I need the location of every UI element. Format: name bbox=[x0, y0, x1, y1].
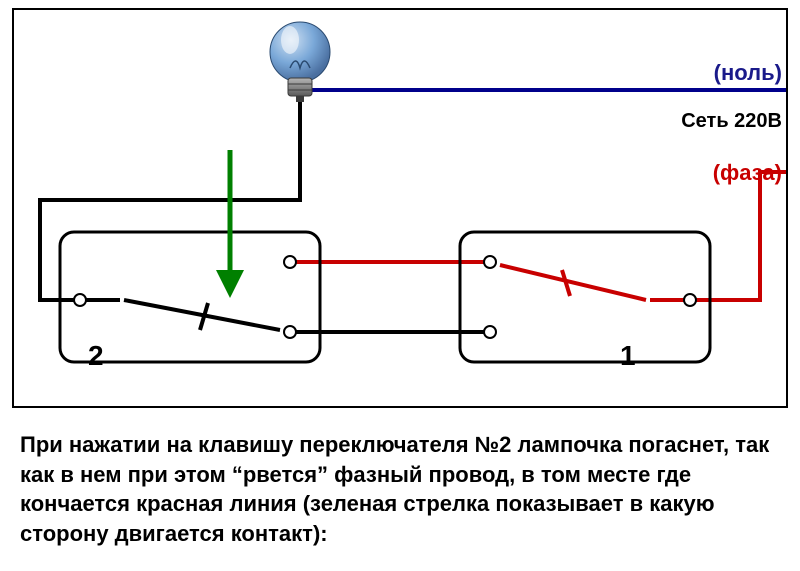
lamp-to-sw2-wire bbox=[40, 95, 300, 300]
sw1-top-terminal bbox=[484, 256, 496, 268]
sw1-wiper bbox=[500, 265, 646, 300]
neutral-label: (ноль) bbox=[714, 60, 782, 86]
direction-arrow bbox=[216, 150, 244, 298]
switch-2-number: 2 bbox=[88, 340, 104, 372]
sw1-common-terminal bbox=[684, 294, 696, 306]
sw2-top-terminal bbox=[284, 256, 296, 268]
sw1-bottom-terminal bbox=[484, 326, 496, 338]
sw2-bottom-terminal bbox=[284, 326, 296, 338]
switch-1-box bbox=[460, 232, 710, 362]
mains-label: Сеть 220В bbox=[681, 110, 782, 133]
phase-label: (фаза) bbox=[713, 160, 782, 186]
caption-text: При нажатии на клавишу переключателя №2 … bbox=[20, 430, 780, 549]
switch-1-number: 1 bbox=[620, 340, 636, 372]
canvas: (ноль) Сеть 220В (фаза) 1 2 При нажатии … bbox=[0, 0, 800, 571]
circuit-diagram bbox=[0, 0, 800, 420]
sw2-common-terminal bbox=[74, 294, 86, 306]
